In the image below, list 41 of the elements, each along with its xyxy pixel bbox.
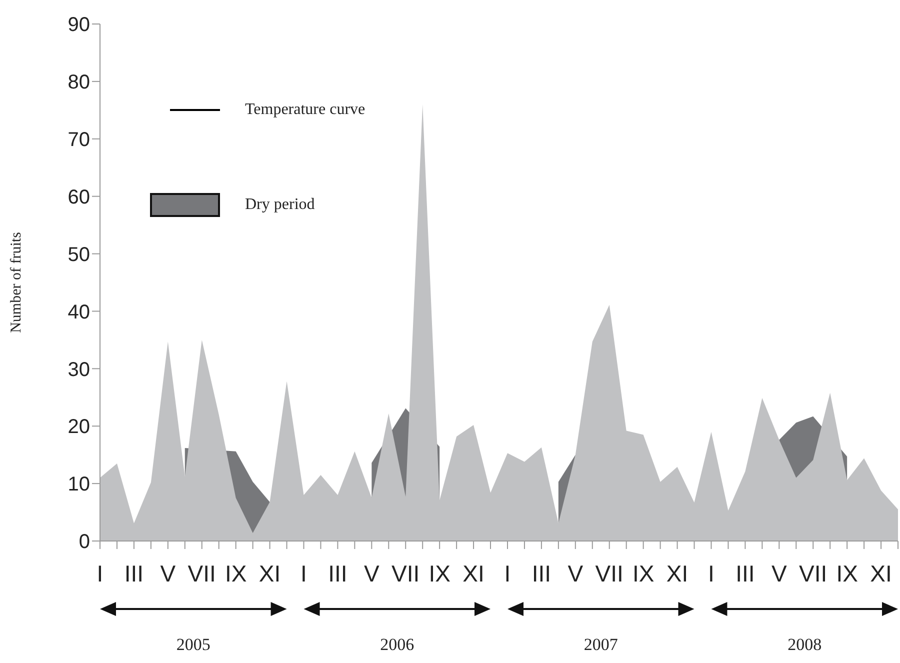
x-tick-label: I bbox=[708, 560, 714, 586]
x-tick-label: XI bbox=[870, 560, 892, 586]
x-tick-label: V bbox=[364, 560, 380, 586]
x-tick-label: V bbox=[771, 560, 788, 586]
x-tick-label: IX bbox=[632, 560, 654, 586]
x-tick-label: I bbox=[504, 560, 511, 586]
x-tick-label: III bbox=[532, 560, 552, 586]
y-axis-title: Number of fruits bbox=[8, 232, 24, 333]
y-tick-label: 80 bbox=[68, 72, 90, 94]
x-tick-label: IX bbox=[428, 560, 450, 586]
text: 2007 bbox=[584, 635, 618, 654]
y-tick-label: 20 bbox=[68, 416, 90, 438]
y-tick-label: 0 bbox=[78, 531, 90, 554]
y-tick-label: 90 bbox=[68, 14, 90, 36]
text: 2005 bbox=[176, 635, 210, 654]
x-tick-label: V bbox=[160, 560, 176, 586]
x-tick-label: I bbox=[300, 560, 307, 586]
x-tick-label: XI bbox=[258, 560, 281, 586]
x-tick-label: I bbox=[96, 560, 104, 586]
x-tick-label: VII bbox=[392, 560, 420, 586]
y-tick-label: 40 bbox=[68, 301, 90, 324]
y-tick-label: 50 bbox=[68, 244, 90, 266]
x-tick-label: VII bbox=[595, 560, 624, 586]
x-tick-label: III bbox=[124, 560, 144, 586]
x-tick-label: XI bbox=[666, 560, 688, 586]
x-tick-label: VII bbox=[799, 560, 828, 586]
text: 2006 bbox=[380, 635, 414, 654]
legend-label: Temperature curve bbox=[245, 101, 366, 119]
x-tick-label: IX bbox=[224, 560, 247, 586]
y-tick-label: 60 bbox=[68, 186, 90, 208]
legend-label: Dry period bbox=[245, 196, 315, 214]
x-tick-label: VII bbox=[188, 560, 216, 586]
x-tick-label: IX bbox=[836, 560, 858, 586]
x-tick-label: V bbox=[568, 560, 584, 586]
text: 2008 bbox=[788, 635, 822, 654]
y-tick-label: 10 bbox=[68, 474, 90, 496]
y-tick-label: 70 bbox=[68, 128, 90, 151]
y-tick-label: 30 bbox=[68, 358, 90, 381]
x-tick-label: III bbox=[328, 560, 348, 586]
x-tick-label: XI bbox=[462, 560, 484, 586]
x-tick-label: III bbox=[736, 560, 755, 586]
